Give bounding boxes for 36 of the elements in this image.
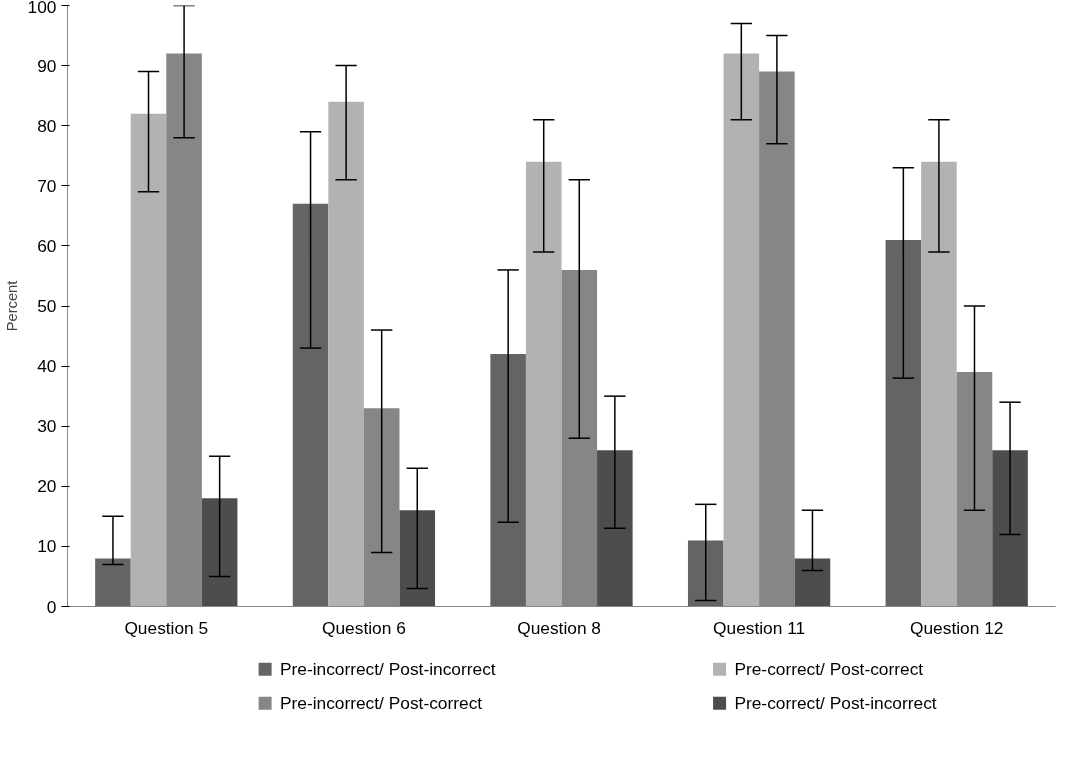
x-tick-label: Question 12: [909, 617, 1004, 638]
bar: [992, 450, 1028, 607]
bar: [687, 540, 724, 607]
bar: [525, 161, 562, 607]
y-tick-label: 10: [37, 536, 57, 557]
x-tick-label: Question 6: [322, 617, 406, 638]
y-tick-label: 90: [37, 55, 57, 76]
bar: [292, 203, 329, 607]
bar: [328, 101, 364, 607]
bar: [490, 354, 526, 607]
legend-label: Pre-incorrect/ Post-incorrect: [279, 659, 496, 680]
bar: [921, 161, 957, 607]
legend-label: Pre-correct/ Post-correct: [734, 659, 924, 680]
bar: [794, 558, 831, 607]
bar: [201, 498, 238, 607]
y-tick-label: 40: [37, 356, 57, 377]
x-tick-label: Question 5: [124, 617, 209, 638]
y-tick-label: 30: [37, 416, 57, 437]
y-axis-title: Percent: [3, 280, 20, 332]
x-tick-label: Question 8: [517, 617, 601, 638]
legend-label: Pre-correct/ Post-incorrect: [734, 693, 937, 714]
bar: [885, 239, 922, 607]
y-tick-label: 0: [46, 596, 57, 617]
bar: [130, 113, 167, 607]
bar: [399, 510, 436, 607]
bar: [95, 558, 131, 607]
legend-label: Pre-incorrect/ Post-correct: [279, 693, 483, 714]
x-tick-label: Question 11: [713, 617, 806, 638]
bar: [723, 53, 760, 607]
y-tick-label: 70: [37, 175, 57, 196]
y-tick-label: 80: [37, 115, 57, 136]
y-tick-label: 100: [27, 0, 57, 17]
y-tick-label: 50: [37, 296, 57, 316]
y-tick-label: 20: [37, 476, 57, 497]
bar: [597, 450, 633, 607]
y-tick-label: 60: [37, 235, 57, 256]
